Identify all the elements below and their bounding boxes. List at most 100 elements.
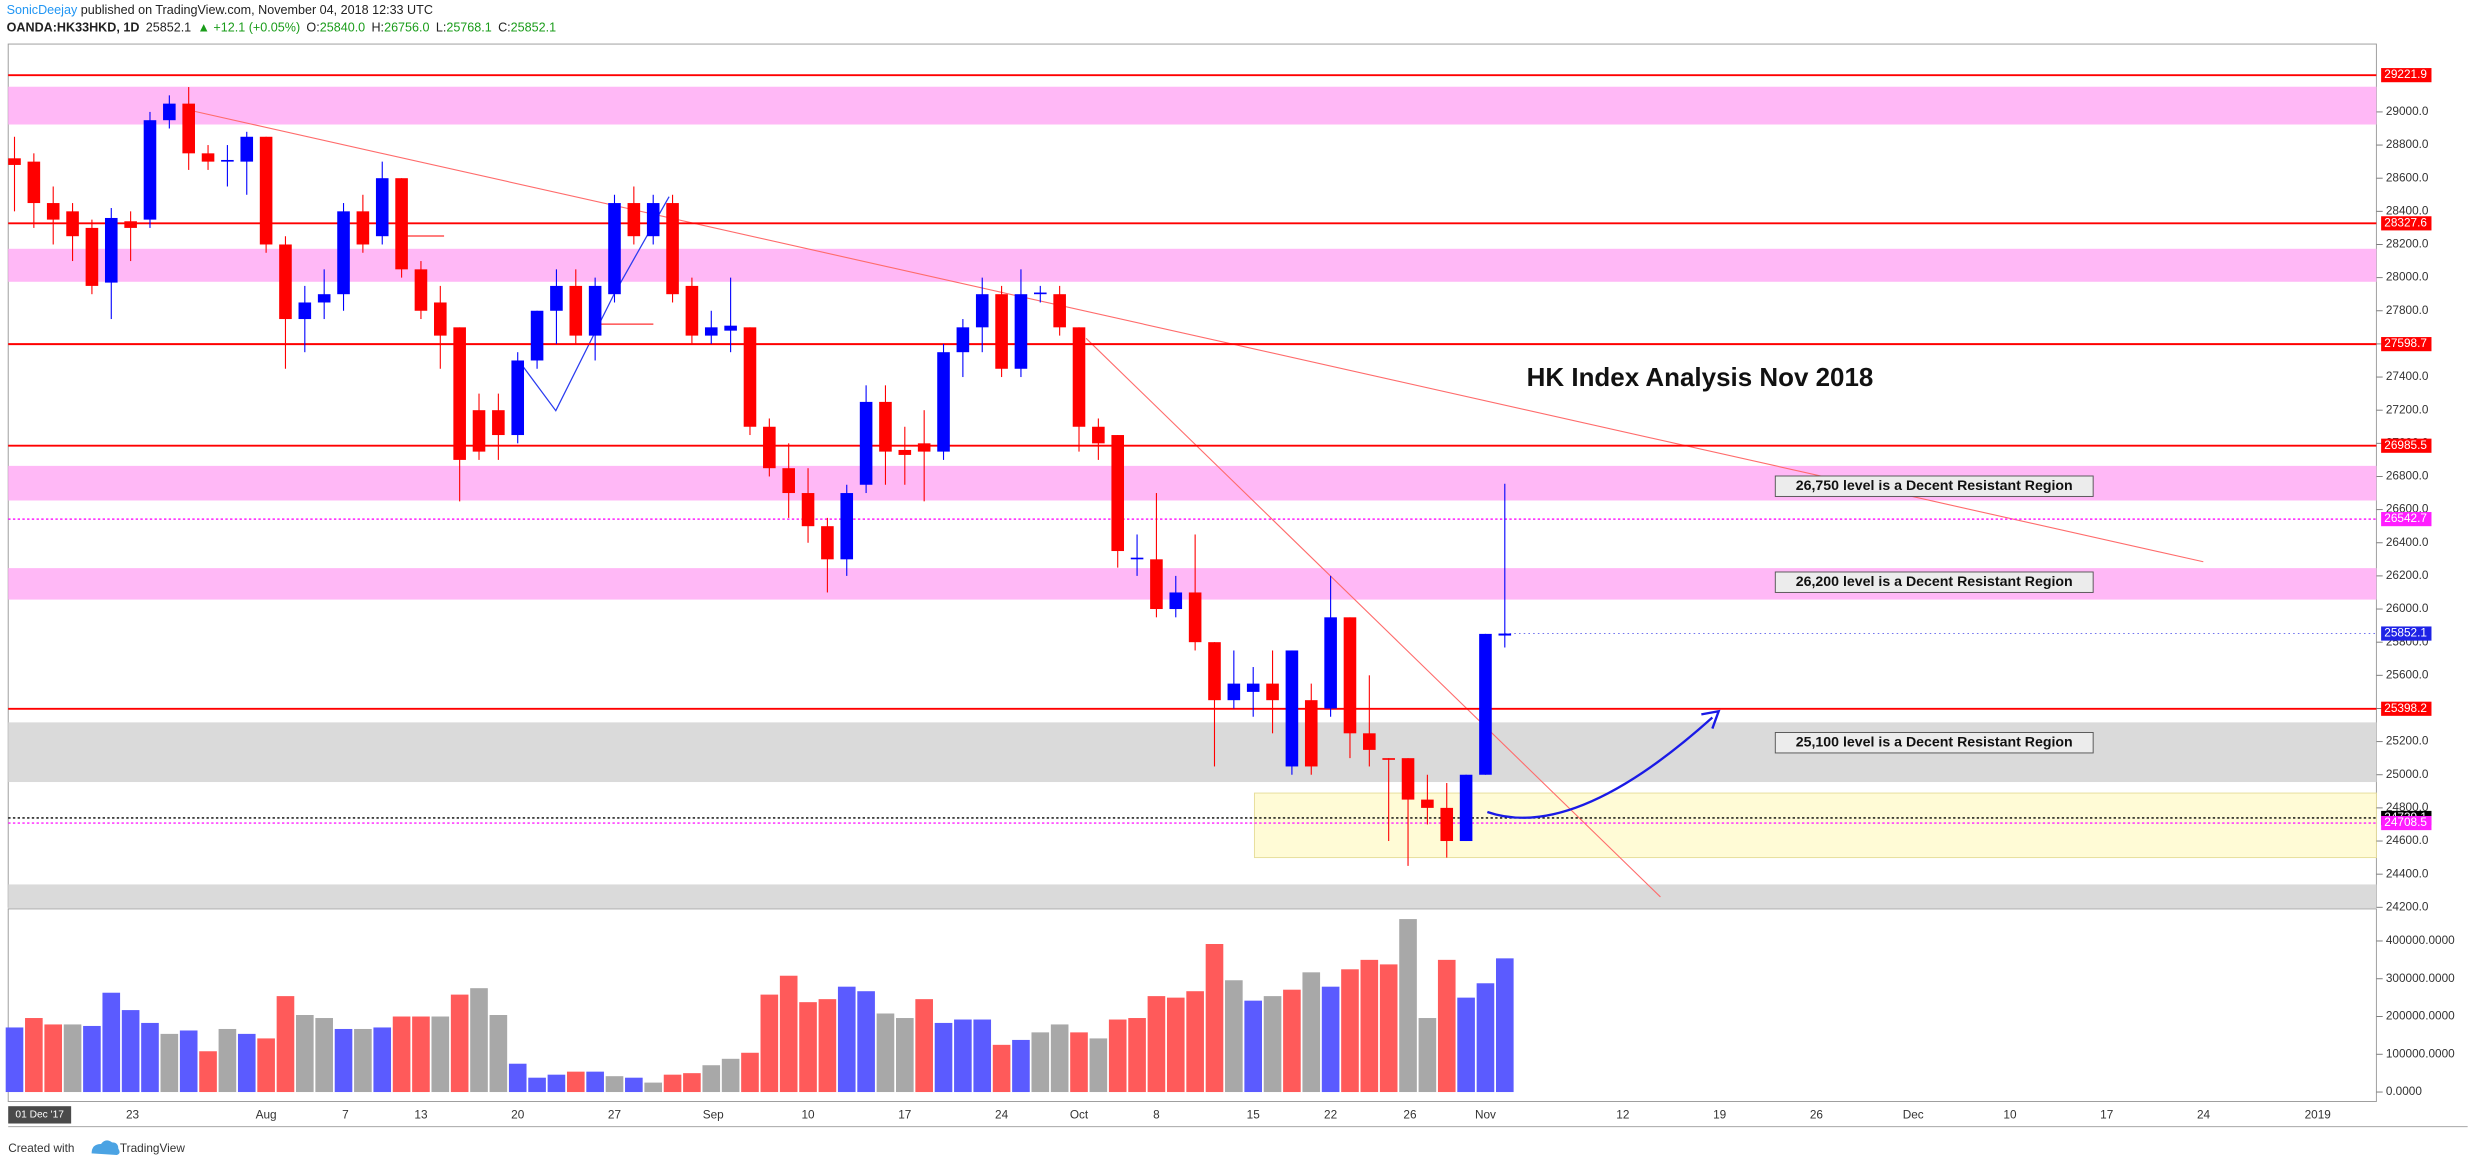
y-tick-label: 28000.0 bbox=[2386, 270, 2429, 284]
annotation-box bbox=[1774, 732, 2094, 754]
volume-bar bbox=[1263, 996, 1282, 1093]
candle-body bbox=[85, 227, 99, 286]
x-tick-label: 23 bbox=[126, 1108, 140, 1122]
candle-body bbox=[956, 327, 970, 353]
candle-body bbox=[414, 269, 428, 311]
ohlc-key: L: bbox=[436, 21, 447, 35]
arrow-head bbox=[1701, 709, 1721, 729]
candle-body bbox=[608, 203, 621, 295]
level-label-bg bbox=[2381, 512, 2432, 527]
header-line: SonicDeejay published on TradingView.com… bbox=[7, 3, 433, 17]
y-tick-label: 28200.0 bbox=[2386, 237, 2429, 251]
volume-bar bbox=[663, 1074, 682, 1093]
published: published on TradingView.com, November 0… bbox=[77, 3, 433, 17]
x-tick-label: Nov bbox=[1475, 1108, 1496, 1122]
ohlc-value: 25840.0 bbox=[320, 21, 365, 35]
volume-bar bbox=[237, 1033, 256, 1093]
last-price-bg bbox=[2381, 626, 2432, 641]
candle-body bbox=[259, 136, 273, 245]
candle-body bbox=[1092, 426, 1105, 444]
candle-body bbox=[1072, 327, 1086, 427]
volume-bar bbox=[1476, 983, 1495, 1093]
volume-bar bbox=[44, 1024, 63, 1093]
x-tick-label: Sep bbox=[703, 1108, 724, 1122]
volume-bar bbox=[741, 1052, 759, 1093]
candle-body bbox=[1324, 617, 1337, 709]
volume-bar bbox=[392, 1016, 411, 1093]
volume-bar bbox=[605, 1076, 624, 1093]
v-tick-label: 100000.0000 bbox=[2386, 1046, 2455, 1060]
brand[interactable]: TradingView bbox=[120, 1141, 185, 1155]
candle-body bbox=[685, 285, 699, 336]
y-tick-label: 25200.0 bbox=[2386, 734, 2429, 748]
candle-body bbox=[1459, 774, 1473, 842]
y-tick-label: 26200.0 bbox=[2386, 568, 2429, 582]
volume-bar bbox=[1012, 1039, 1030, 1093]
y-tick-label: 26800.0 bbox=[2386, 469, 2429, 483]
candle-body bbox=[1285, 650, 1299, 767]
candle-body bbox=[801, 493, 815, 527]
x-tick-label: 26 bbox=[1403, 1108, 1417, 1122]
x-tick-label: 13 bbox=[414, 1108, 428, 1122]
ohlc-value: 25852.1 bbox=[511, 21, 556, 35]
volume-bar bbox=[489, 1015, 508, 1093]
candle-body bbox=[298, 302, 312, 320]
author[interactable]: SonicDeejay bbox=[7, 3, 78, 17]
y-tick-label: 27400.0 bbox=[2386, 369, 2429, 383]
y-tick-label: 27200.0 bbox=[2386, 402, 2429, 416]
volume-bar bbox=[334, 1028, 353, 1093]
candle-body bbox=[1304, 700, 1318, 767]
volume-bar bbox=[896, 1018, 914, 1093]
y-tick-label: 28400.0 bbox=[2386, 203, 2429, 217]
volume-bar bbox=[450, 994, 469, 1093]
volume-bar bbox=[1244, 1000, 1263, 1093]
level-label: 24708.5 bbox=[2384, 815, 2427, 829]
x-tick-label: 12 bbox=[1616, 1108, 1629, 1122]
ohlc-key: C: bbox=[498, 21, 511, 35]
volume-bar bbox=[625, 1077, 643, 1093]
candle-body bbox=[627, 203, 641, 237]
volume-bar bbox=[1302, 972, 1321, 1093]
arrow bbox=[1486, 716, 1714, 819]
change: ▲ +12.1 (+0.05%) bbox=[197, 21, 300, 35]
x-tick-label: 8 bbox=[1153, 1108, 1160, 1122]
zone bbox=[8, 248, 2377, 282]
volume-bar bbox=[1128, 1018, 1146, 1093]
trend-line bbox=[1085, 337, 1661, 898]
candle-body bbox=[1421, 799, 1434, 808]
symbol-line: OANDA:HK33HKD, 1D 25852.1 ▲ +12.1 (+0.05%)… bbox=[7, 21, 557, 35]
candle-body bbox=[1188, 592, 1202, 643]
candle-body bbox=[821, 526, 834, 560]
volume-bar bbox=[1283, 989, 1301, 1093]
volume-bar bbox=[412, 1016, 430, 1093]
x-start-label: 01 Dec '17 bbox=[15, 1110, 64, 1121]
candle-body bbox=[1363, 733, 1376, 750]
volume-bar bbox=[1418, 1018, 1437, 1093]
volume-bar bbox=[296, 1015, 314, 1093]
volume-bar bbox=[1031, 1032, 1050, 1093]
candle-body bbox=[163, 103, 176, 121]
volume-bar bbox=[1341, 969, 1359, 1093]
volume-bar bbox=[1457, 997, 1475, 1093]
annotation: 25,100 level is a Decent Resistant Regio… bbox=[1796, 734, 2073, 750]
candle-body bbox=[27, 161, 41, 204]
brand-logo bbox=[91, 1140, 120, 1155]
level-label-bg bbox=[2381, 337, 2432, 352]
volume-bar bbox=[799, 1002, 817, 1093]
volume-bar bbox=[199, 1051, 217, 1093]
v-tick-label: 200000.0000 bbox=[2386, 1009, 2455, 1023]
x-tick-label: 24 bbox=[2197, 1108, 2211, 1122]
candle-body bbox=[375, 178, 389, 237]
candle-body bbox=[317, 294, 331, 303]
candle-body bbox=[704, 327, 718, 336]
volume-bar bbox=[1089, 1038, 1108, 1093]
y-tick-label: 26000.0 bbox=[2386, 601, 2429, 615]
zone bbox=[8, 884, 2377, 908]
volume-bar bbox=[373, 1027, 392, 1093]
candle-body bbox=[66, 211, 79, 237]
volume-bar bbox=[644, 1082, 663, 1093]
volume-bar bbox=[1225, 980, 1243, 1093]
candle-body bbox=[1150, 559, 1163, 610]
x-tick-label: 2019 bbox=[2305, 1108, 2331, 1122]
volume-bar bbox=[1321, 986, 1340, 1093]
